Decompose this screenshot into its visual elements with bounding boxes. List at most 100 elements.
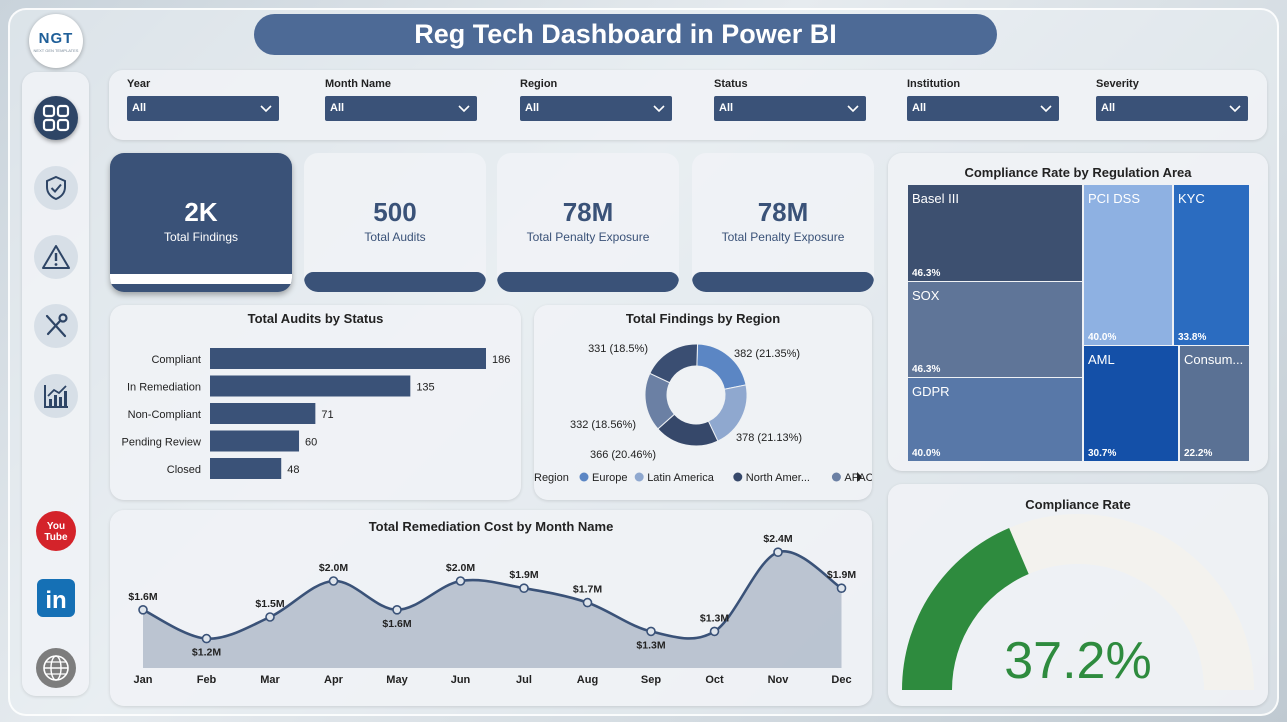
kpi-stripe [110,274,292,284]
bar [210,458,282,479]
logo-text: NGT [38,29,74,47]
gauge-panel: Compliance Rate 37.2% [888,484,1268,706]
treemap-cell-label: Basel III [912,191,959,206]
data-point [773,547,783,558]
compliance-treemap: Basel III 46.3% SOX 46.3% GDPR 40.0% PCI DSS 40… [908,185,1249,461]
x-tick-label: Mar [260,674,280,686]
year-dropdown[interactable]: All [127,96,279,121]
kpi-label: Total Penalty Exposure [526,230,650,244]
x-tick-label: Sep [641,674,661,686]
data-point [709,626,720,637]
growth-chart-icon [44,385,68,408]
data-point [519,583,529,593]
x-tick-label: Jan [134,674,153,686]
chart-title: Compliance Rate by Regulation Area [964,165,1192,180]
x-tick-label: May [386,674,408,686]
legend-marker [579,472,589,482]
filter-label: Institution [907,78,961,90]
treemap-cell-value: 46.3% [912,268,940,279]
findings-donut-chart: 382 (21.35%) 378 (21.13%) 366 (20.46%) 332 … [534,343,872,484]
chevron-down-icon [1229,105,1241,113]
bar-category-label: Pending Review [122,437,202,449]
x-tick-label: Feb [197,674,217,686]
institution-dropdown[interactable]: All [907,96,1059,121]
bar-value-label: 186 [492,354,510,366]
data-label: $1.9M [509,569,538,581]
company-logo: NGT NEXT GEN TEMPLATES [29,14,83,68]
treemap-cell-value: 33.8% [1178,332,1206,343]
kpi-stripe [692,272,874,292]
bar [210,430,300,452]
nav-analytics-button[interactable] [34,374,78,418]
bar-value-label: 48 [287,464,299,476]
area-fill [143,551,842,668]
legend-item: Europe [592,472,627,484]
donut-data-label: 366 (20.46%) [590,449,656,461]
data-label: $1.9M [827,569,856,581]
region-dropdown[interactable]: All [520,96,672,121]
filter-label: Year [127,78,151,90]
data-point [455,576,466,586]
nav-risk-button[interactable] [34,235,78,279]
x-tick-label: Apr [324,674,344,686]
filter-year: Year All [127,78,279,121]
globe-icon [36,648,76,688]
compliance-gauge: 37.2% [902,514,1254,690]
kpi-total-findings[interactable]: 2K Total Findings [110,153,292,292]
website-button[interactable] [34,646,78,690]
chevron-down-icon [653,105,665,113]
legend-next-icon [857,472,862,482]
data-point [392,605,402,615]
filter-bar: Year All Month Name All Region All Statu… [109,70,1267,140]
bar [210,348,486,369]
treemap-cell-value: 22.2% [1184,448,1212,459]
svg-text:in: in [45,587,66,614]
treemap-cell-label: AML [1088,352,1115,367]
findings-by-region-panel: Total Findings by Region 382 (21.35%) 378… [534,305,872,500]
kpi-label: Total Findings [163,230,239,244]
data-label: $1.7M [573,584,602,596]
linkedin-icon: in [37,579,75,617]
status-dropdown[interactable]: All [714,96,866,121]
nav-home-button[interactable] [34,96,78,140]
severity-dropdown[interactable]: All [1096,96,1248,121]
kpi-value: 78M [757,197,809,227]
treemap-panel: Compliance Rate by Regulation Area Basel… [888,153,1268,471]
linkedin-button[interactable]: in [34,576,78,620]
shield-check-icon [46,175,66,201]
treemap-cell [908,282,1082,377]
kpi-total-penalty-exposure-2[interactable]: 78M Total Penalty Exposure [692,153,874,292]
sidebar: You Tube in [22,72,89,696]
nav-compliance-button[interactable] [34,166,78,210]
legend-item: North Amer... [746,472,810,484]
data-label: $1.3M [636,639,665,651]
x-tick-label: Dec [831,674,851,686]
filter-month: Month Name All [325,78,477,121]
treemap-cell-value: 46.3% [912,364,940,375]
youtube-button[interactable]: You Tube [34,509,78,553]
svg-text:Tube: Tube [44,532,68,543]
x-tick-label: Oct [705,674,724,686]
month-dropdown[interactable]: All [325,96,477,121]
remediation-cost-panel: Total Remediation Cost by Month Name $1.… [110,510,872,706]
data-point [582,597,593,608]
chevron-down-icon [1040,105,1052,113]
kpi-value: 2K [184,197,218,227]
treemap-cell-label: GDPR [912,384,950,399]
bar-value-label: 71 [321,409,333,421]
chevron-down-icon [260,105,272,113]
data-point [836,583,847,593]
logo-subtext: NEXT GEN TEMPLATES [33,47,79,53]
remediation-area-chart: $1.6M Jan $1.2M Feb $1.5M Mar $2.0M Apr $1.6M May… [128,533,856,686]
treemap-cell-label: KYC [1178,191,1205,206]
filter-label: Month Name [325,78,391,90]
kpi-total-audits[interactable]: 500 Total Audits [304,153,486,292]
kpi-value: 78M [562,197,614,227]
data-label: $1.6M [128,591,157,603]
nav-remediation-button[interactable] [34,304,78,348]
chevron-down-icon [847,105,859,113]
kpi-value: 500 [373,197,417,227]
filter-institution: Institution All [907,78,1059,121]
kpi-total-penalty-exposure[interactable]: 78M Total Penalty Exposure [497,153,679,292]
treemap-cell [1174,185,1249,345]
